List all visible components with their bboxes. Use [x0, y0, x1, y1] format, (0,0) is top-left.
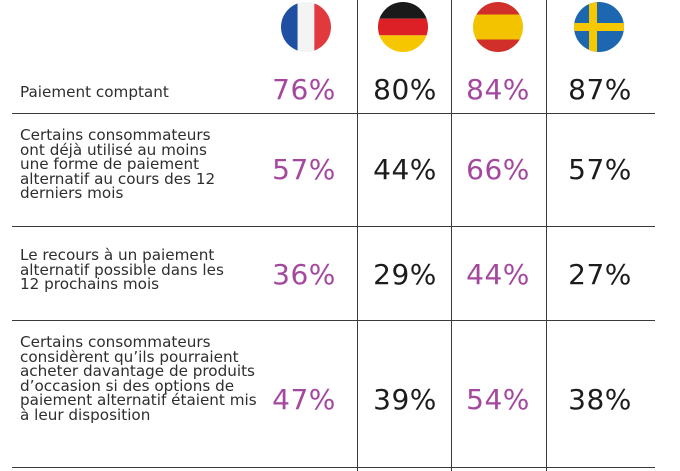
value-spain: 84%	[466, 73, 530, 106]
column-divider-2	[451, 0, 452, 471]
value-france: 47%	[272, 383, 336, 416]
value-spain: 66%	[466, 153, 530, 186]
value-france: 76%	[272, 73, 336, 106]
value-france: 57%	[272, 153, 336, 186]
column-divider-3	[546, 0, 547, 471]
flag-header	[0, 0, 680, 56]
row-divider-4	[12, 467, 655, 468]
value-germany: 39%	[373, 383, 437, 416]
value-germany: 80%	[373, 73, 437, 106]
value-spain: 54%	[466, 383, 530, 416]
value-sweden: 38%	[568, 383, 632, 416]
row-label: Paiement comptant	[20, 83, 169, 101]
spain-flag-icon	[473, 2, 523, 52]
row-label: Le recours à un paiement alternatif poss…	[20, 246, 224, 294]
value-sweden: 87%	[568, 73, 632, 106]
value-sweden: 57%	[568, 153, 632, 186]
value-spain: 44%	[466, 258, 530, 291]
france-flag-icon	[281, 2, 331, 52]
row-divider-3	[12, 320, 655, 321]
row-divider-1	[12, 113, 655, 114]
table-row: Certains consommateurs considèrent qu’il…	[0, 321, 680, 467]
sweden-flag-icon	[574, 2, 624, 52]
value-germany: 29%	[373, 258, 437, 291]
row-label: Certains consommateurs ont déjà utilisé …	[20, 126, 216, 203]
table-row: Certains consommateurs ont déjà utilisé …	[0, 114, 680, 226]
row-divider-2	[12, 226, 655, 227]
value-france: 36%	[272, 258, 336, 291]
germany-flag-icon	[378, 2, 428, 52]
table-row: Le recours à un paiement alternatif poss…	[0, 227, 680, 320]
value-sweden: 27%	[568, 258, 632, 291]
table-row: Paiement comptant 76% 80% 84% 87%	[0, 56, 680, 113]
value-germany: 44%	[373, 153, 437, 186]
column-divider-1	[357, 0, 358, 471]
row-label: Certains consommateurs considèrent qu’il…	[20, 333, 257, 424]
